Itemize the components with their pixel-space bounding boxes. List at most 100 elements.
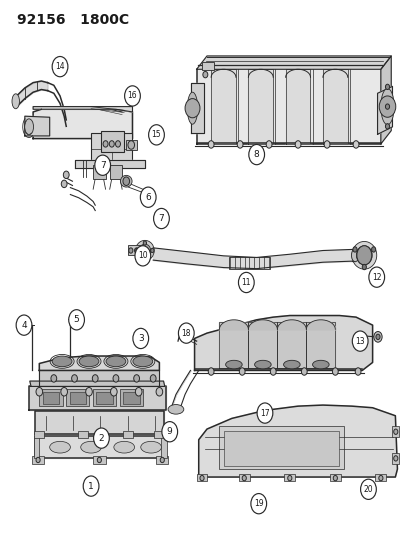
Polygon shape	[322, 69, 347, 144]
Text: 4: 4	[21, 321, 27, 329]
Text: 92156   1800C: 92156 1800C	[17, 13, 128, 27]
Circle shape	[393, 456, 397, 461]
Circle shape	[208, 368, 214, 375]
Text: 3: 3	[138, 334, 143, 343]
Bar	[93, 456, 105, 464]
Bar	[238, 474, 249, 481]
Polygon shape	[39, 370, 159, 386]
Circle shape	[323, 141, 329, 148]
Circle shape	[294, 141, 300, 148]
Polygon shape	[248, 69, 273, 144]
Circle shape	[110, 387, 117, 396]
Ellipse shape	[120, 175, 132, 187]
Bar	[39, 389, 62, 406]
Ellipse shape	[283, 360, 299, 369]
Polygon shape	[33, 107, 132, 112]
Bar	[392, 453, 398, 464]
Bar	[101, 131, 124, 152]
Polygon shape	[74, 160, 145, 168]
Polygon shape	[29, 386, 165, 410]
Polygon shape	[277, 322, 306, 368]
Ellipse shape	[225, 360, 242, 369]
Circle shape	[238, 272, 254, 293]
Circle shape	[368, 267, 384, 287]
Ellipse shape	[135, 240, 154, 261]
Polygon shape	[194, 316, 372, 370]
Polygon shape	[198, 405, 396, 477]
Bar	[219, 426, 343, 469]
Polygon shape	[33, 109, 132, 139]
Circle shape	[143, 241, 146, 245]
Polygon shape	[211, 69, 235, 144]
Circle shape	[385, 84, 389, 90]
Circle shape	[135, 248, 139, 253]
Circle shape	[143, 256, 146, 260]
Bar	[78, 431, 88, 438]
Ellipse shape	[351, 241, 376, 269]
Circle shape	[332, 368, 337, 375]
Circle shape	[351, 331, 367, 351]
Bar	[91, 133, 132, 163]
Text: 11: 11	[241, 278, 250, 287]
Polygon shape	[285, 69, 310, 144]
Bar	[34, 431, 44, 438]
Circle shape	[354, 368, 360, 375]
Polygon shape	[196, 69, 380, 144]
Circle shape	[148, 125, 164, 145]
Bar	[392, 426, 398, 437]
Ellipse shape	[52, 356, 72, 367]
Circle shape	[36, 457, 40, 463]
Bar	[96, 392, 113, 404]
Circle shape	[140, 187, 156, 207]
Circle shape	[133, 375, 139, 382]
Ellipse shape	[312, 360, 328, 369]
Polygon shape	[35, 411, 163, 434]
Circle shape	[95, 155, 110, 175]
Polygon shape	[306, 322, 335, 368]
Polygon shape	[248, 322, 277, 368]
Circle shape	[178, 323, 194, 343]
Bar	[161, 436, 167, 458]
Bar	[284, 474, 294, 481]
Circle shape	[128, 141, 134, 149]
Ellipse shape	[12, 94, 19, 109]
Circle shape	[360, 479, 375, 499]
Circle shape	[375, 334, 379, 340]
Bar	[223, 431, 339, 466]
Bar	[66, 389, 89, 406]
Text: 1: 1	[88, 482, 94, 490]
Circle shape	[92, 375, 98, 382]
Circle shape	[160, 457, 164, 463]
Text: 15: 15	[151, 131, 161, 139]
Ellipse shape	[168, 405, 183, 414]
Circle shape	[135, 246, 150, 266]
Text: 18: 18	[181, 329, 190, 337]
Ellipse shape	[254, 360, 271, 369]
Circle shape	[156, 387, 162, 396]
Circle shape	[69, 310, 84, 330]
Text: 10: 10	[138, 252, 147, 260]
Circle shape	[135, 387, 142, 396]
Bar	[126, 140, 136, 150]
Circle shape	[61, 387, 67, 396]
Bar	[69, 392, 86, 404]
Polygon shape	[30, 381, 164, 386]
Text: 6: 6	[145, 193, 151, 201]
Bar	[329, 474, 340, 481]
Ellipse shape	[380, 88, 393, 125]
Circle shape	[208, 141, 214, 148]
Text: 8: 8	[253, 150, 259, 159]
Text: 16: 16	[127, 92, 137, 100]
Text: 20: 20	[363, 485, 373, 494]
Bar	[375, 474, 385, 481]
Polygon shape	[196, 56, 390, 69]
Ellipse shape	[139, 244, 150, 257]
Circle shape	[109, 141, 114, 147]
Bar	[93, 389, 116, 406]
Bar	[196, 474, 207, 481]
Circle shape	[161, 422, 177, 442]
Circle shape	[239, 368, 244, 375]
Circle shape	[199, 475, 204, 481]
Circle shape	[256, 403, 272, 423]
Polygon shape	[191, 83, 203, 133]
